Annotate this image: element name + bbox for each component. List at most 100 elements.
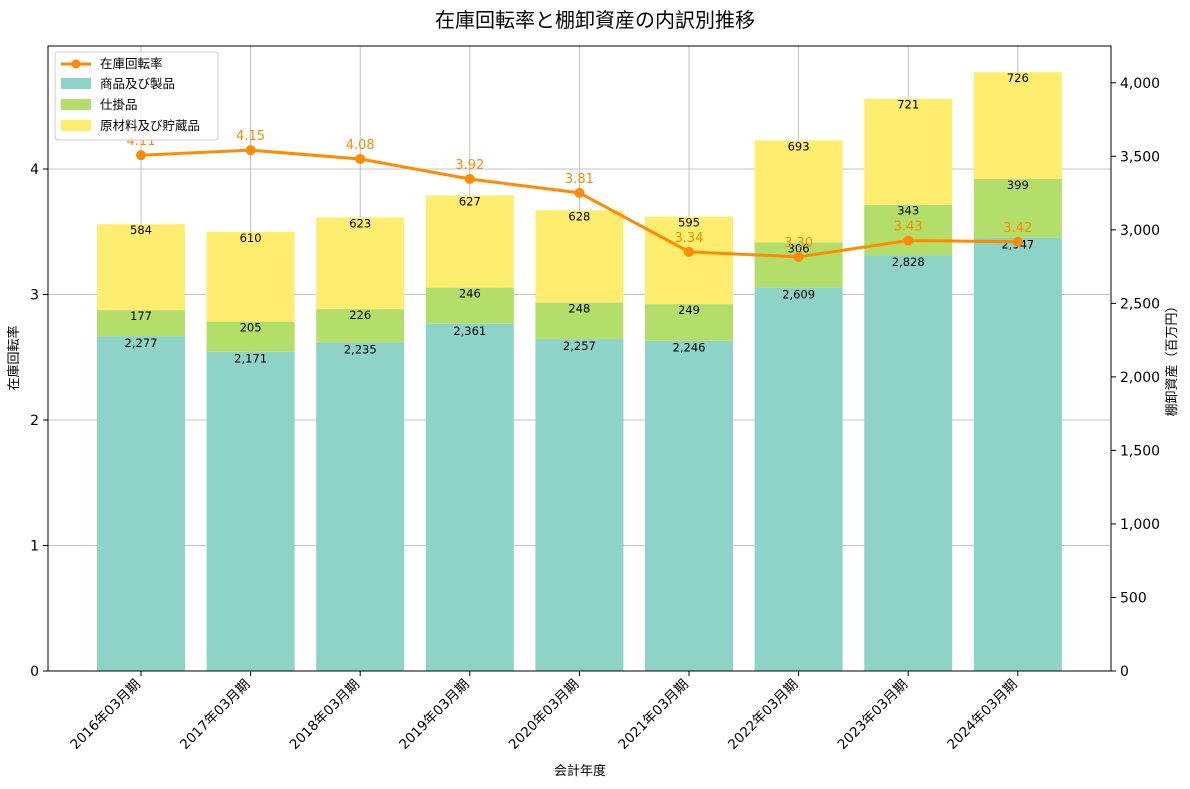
right-tick-label: 2,500 [1120, 296, 1160, 312]
line-point [136, 150, 146, 161]
legend-swatch-products [61, 78, 91, 89]
bar-value-label: 177 [130, 309, 152, 323]
right-tick-label: 3,000 [1120, 223, 1160, 239]
bar-商品及び製品 [754, 287, 843, 671]
x-axis-label: 会計年度 [554, 763, 606, 779]
bar-原材料及び貯蔵品 [864, 98, 953, 205]
left-axis: 0 1 2 3 4 [30, 162, 48, 680]
x-tick-label: 2023年03月期 [835, 677, 911, 753]
legend-swatch-wip [61, 99, 91, 110]
line-point [245, 145, 256, 156]
bar-labels: 2,277 2,171 2,235 2,361 2,257 2,246 2,609 2,828… [125, 71, 1035, 366]
legend-label-wip: 仕掛品 [100, 97, 138, 112]
x-tick-label: 2016年03月期 [67, 677, 143, 753]
bar-value-label: 343 [897, 204, 919, 218]
bar-原材料及び貯蔵品 [754, 140, 843, 243]
bar-value-label: 249 [678, 303, 700, 317]
bar-仕掛品 [973, 178, 1062, 238]
bar-商品及び製品 [425, 323, 514, 671]
left-tick-label: 4 [30, 162, 39, 178]
right-tick-label: 0 [1120, 664, 1129, 680]
bar-商品及び製品 [97, 336, 185, 671]
bar-仕掛品 [864, 204, 953, 256]
bar-value-label: 2,257 [563, 339, 596, 353]
bar-仕掛品 [206, 321, 295, 352]
bar-仕掛品 [97, 310, 185, 337]
bar-value-label: 2,361 [453, 324, 486, 338]
right-tick-label: 2,000 [1120, 370, 1160, 386]
bar-仕掛品 [754, 242, 843, 288]
x-tick-label: 2024年03月期 [944, 677, 1020, 753]
bar-仕掛品 [535, 302, 624, 340]
bar-value-label: 693 [788, 139, 810, 153]
line-value-label: 3.81 [565, 172, 594, 187]
right-tick-label: 4,000 [1120, 76, 1160, 92]
bar-value-label: 726 [1007, 71, 1029, 85]
bar-value-label: 205 [240, 321, 262, 335]
right-axis: 0 500 1,000 1,500 2,000 2,500 3,000 3,500 4,000 [1111, 76, 1160, 680]
right-tick-label: 3,500 [1120, 149, 1160, 165]
right-tick-label: 500 [1120, 590, 1147, 606]
line-point [1012, 236, 1023, 247]
line-series [136, 145, 1023, 262]
legend: 在庫回転率 商品及び製品 仕掛品 原材料及び貯蔵品 [54, 51, 219, 141]
bar-原材料及び貯蔵品 [535, 210, 624, 303]
line-value-label: 3.43 [894, 220, 923, 235]
bar-商品及び製品 [864, 255, 953, 671]
x-tick-label: 2022年03月期 [725, 677, 801, 753]
line-point [903, 235, 914, 246]
legend-label-turnover: 在庫回転率 [100, 56, 163, 71]
bar-value-label: 627 [459, 194, 481, 208]
x-axis: 2016年03月期 2017年03月期 2018年03月期 2019年03月期 2020… [67, 671, 1021, 753]
bar-value-label: 2,609 [782, 287, 815, 301]
left-tick-label: 2 [30, 413, 39, 429]
y-axis-label-right: 棚卸資産（百万円） [1164, 299, 1180, 416]
legend-line-marker [71, 59, 81, 69]
line-value-label: 3.30 [784, 236, 813, 251]
bar-仕掛品 [316, 309, 405, 343]
bar-value-label: 623 [349, 216, 371, 230]
line-point [355, 153, 366, 164]
left-tick-label: 3 [30, 287, 39, 303]
bar-value-label: 2,246 [673, 341, 706, 355]
bar-value-label: 246 [459, 287, 481, 301]
right-tick-label: 1,500 [1120, 443, 1160, 459]
x-tick-label: 2020年03月期 [506, 677, 582, 753]
bar-原材料及び貯蔵品 [645, 216, 733, 305]
left-tick-label: 0 [30, 664, 39, 680]
bar-value-label: 306 [788, 241, 810, 255]
legend-label-materials: 原材料及び貯蔵品 [100, 118, 200, 133]
bar-商品及び製品 [645, 340, 733, 671]
bar-value-label: 399 [1007, 178, 1029, 192]
bars [97, 72, 1062, 671]
bar-value-label: 2,235 [344, 342, 377, 356]
x-tick-label: 2017年03月期 [177, 677, 253, 753]
bar-原材料及び貯蔵品 [973, 72, 1062, 179]
line-value-label: 4.08 [346, 138, 375, 153]
bar-value-label: 2,171 [234, 352, 267, 366]
legend-swatch-materials [61, 120, 91, 131]
line-labels: 4.11 4.154.083.923.813.34 3.303.43 3.42 [127, 129, 1033, 251]
bar-原材料及び貯蔵品 [97, 224, 185, 311]
legend-label-products: 商品及び製品 [100, 76, 175, 91]
y-axis-label-left: 在庫回転率 [6, 325, 22, 390]
bar-value-label: 248 [568, 302, 590, 316]
bar-value-label: 595 [678, 216, 700, 230]
bar-value-label: 610 [240, 231, 262, 245]
line-value-label: 3.34 [675, 231, 704, 246]
line-point [464, 174, 475, 185]
bar-原材料及び貯蔵品 [316, 217, 405, 310]
x-tick-label: 2021年03月期 [615, 677, 691, 753]
bar-商品及び製品 [535, 339, 624, 671]
x-tick-label: 2018年03月期 [287, 677, 363, 753]
line-point [793, 251, 804, 262]
bar-商品及び製品 [316, 342, 405, 671]
bar-原材料及び貯蔵品 [206, 231, 295, 322]
line-value-label: 3.92 [455, 158, 484, 173]
bar-原材料及び貯蔵品 [425, 195, 514, 288]
right-tick-label: 1,000 [1120, 517, 1160, 533]
bar-商品及び製品 [206, 351, 295, 671]
bar-商品及び製品 [973, 237, 1062, 671]
legend-box [54, 51, 219, 141]
